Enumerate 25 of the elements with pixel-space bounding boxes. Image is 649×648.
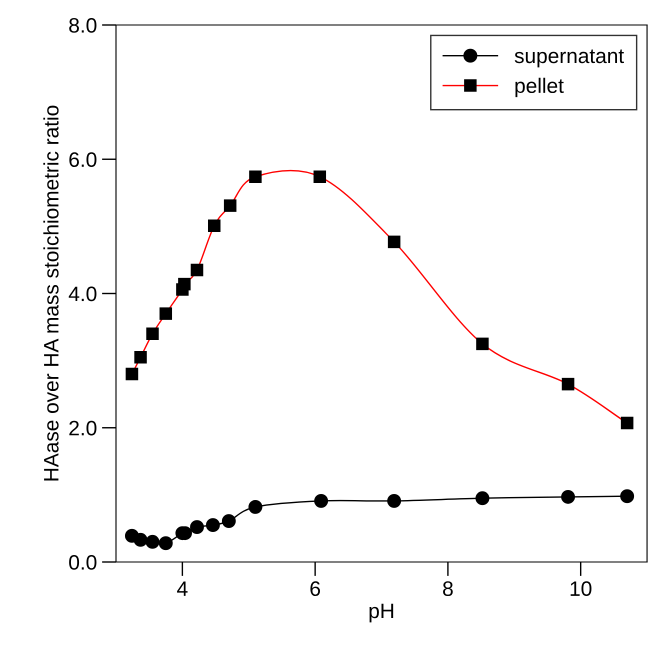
x-axis-title: pH — [370, 604, 394, 622]
x-tick-label: 4 — [177, 582, 188, 596]
point — [134, 532, 148, 547]
x-tick-label: 6 — [310, 581, 320, 596]
legend-label: supernatant — [514, 50, 624, 68]
point — [314, 494, 328, 508]
point — [146, 534, 160, 549]
x-tick-label: 10 — [570, 581, 592, 596]
point — [158, 536, 173, 550]
y-tick-label: 4.0 — [68, 286, 96, 302]
point — [475, 491, 490, 506]
point — [620, 489, 634, 504]
point — [387, 494, 402, 508]
y-tick-label: 6.0 — [69, 152, 96, 168]
y-tick-label: 0.0 — [69, 555, 96, 570]
y-tick-label: 2.0 — [69, 420, 96, 436]
point — [222, 514, 236, 528]
y-tick-label: 8.0 — [69, 18, 96, 33]
point — [190, 520, 204, 534]
point — [561, 490, 576, 504]
y-axis-title: HAase over HA mass stoichiometric ratio — [43, 106, 59, 481]
legend-label: pellet — [515, 78, 564, 98]
x-tick-label: 8 — [443, 581, 453, 596]
point — [206, 518, 220, 532]
point — [248, 500, 262, 514]
